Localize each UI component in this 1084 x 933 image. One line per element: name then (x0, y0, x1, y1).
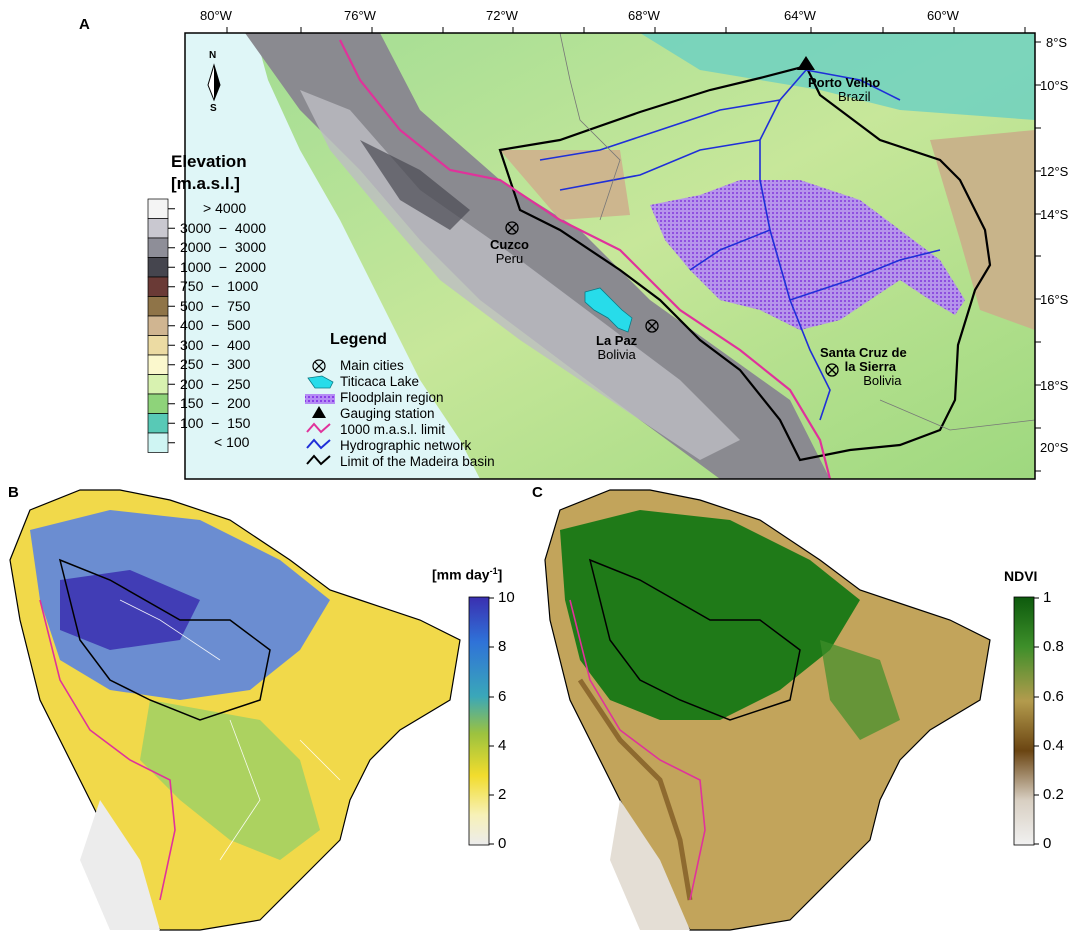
precip-tick: 0 (498, 835, 507, 852)
elevation-class-label: 500 − 750 (180, 297, 251, 314)
city-marker-santa-cruz (825, 363, 839, 377)
ndvi-tick: 0.6 (1043, 688, 1064, 705)
elevation-swatch (147, 374, 169, 395)
andes-mountains (245, 33, 830, 479)
elevation-class-label: 250 − 300 (180, 356, 251, 372)
gauging-station-marker (797, 56, 815, 70)
legend-item: Titicaca Lake (340, 374, 420, 389)
lon-tick: 68°W (628, 8, 660, 23)
elevation-class-label: 100 − 150 (180, 414, 251, 431)
ndvi-amazon-forest (560, 510, 860, 720)
pacific-ocean (185, 33, 480, 479)
elevation-class-label: 1000 − 2000 (180, 258, 267, 275)
city-marker-la-paz (645, 319, 659, 333)
elevation-legend-colorbar (147, 198, 175, 453)
lon-tick: 60°W (927, 8, 959, 23)
elevation-class-label: 750 − 1000 (180, 278, 259, 294)
floodplain-region (650, 180, 965, 330)
foothill-region (500, 150, 630, 220)
hydrographic-network (539, 69, 941, 421)
lat-tick: 16°S (1040, 292, 1069, 307)
city-label-cuzco: Cuzco Peru (490, 237, 529, 266)
panel-label-b: B (8, 484, 19, 501)
elevation-unit: [m.a.s.l.] (171, 174, 240, 193)
elevation-swatch (147, 257, 169, 278)
legend-item: Main cities (340, 358, 404, 373)
legend-item: Hydrographic network (340, 438, 472, 453)
panel-b-map (9, 489, 461, 931)
ndvi-tick: 0.8 (1043, 638, 1064, 655)
north-label: N (209, 50, 217, 61)
lat-tick: 12°S (1040, 164, 1069, 179)
panel-label-c: C (532, 484, 543, 501)
elevation-class-label: 400 − 500 (180, 317, 251, 333)
elevation-swatch (147, 335, 169, 356)
ndvi-colorbar-title: NDVI (1004, 568, 1038, 584)
lat-tick: 10°S (1040, 78, 1069, 93)
elevation-class-label: 150 − 200 (180, 395, 251, 411)
elevation-swatch (147, 296, 169, 317)
lat-tick: 18°S (1040, 378, 1069, 393)
elevation-class-label: > 4000 (203, 200, 247, 216)
legend-item: Gauging station (340, 406, 435, 421)
precip-tick: 10 (498, 589, 515, 606)
madeira-basin-limit-c (588, 558, 801, 721)
ndvi-tick: 0 (1043, 835, 1052, 852)
elevation-class-label: 300 − 400 (180, 336, 251, 353)
lon-tick: 64°W (784, 8, 816, 23)
city-label-la-paz: La Paz Bolivia (596, 333, 638, 362)
panel-a-map (184, 27, 1041, 480)
elevation-swatch (147, 413, 169, 434)
legend-item: 1000 m.a.s.l. limit (340, 422, 446, 437)
elevation-swatch (147, 432, 169, 453)
legend-icons (305, 359, 335, 466)
city-marker-cuzco (505, 221, 519, 235)
elevation-class-label: 2000 − 3000 (180, 239, 267, 255)
madeira-basin-limit (498, 64, 992, 462)
lat-tick: 8°S (1046, 35, 1068, 50)
precip-tick: 4 (498, 737, 507, 754)
legend-item: Floodplain region (340, 390, 444, 405)
ndvi-tick: 0.2 (1043, 786, 1064, 803)
elevation-swatch (147, 198, 169, 219)
lon-tick: 72°W (486, 8, 518, 23)
elevation-swatch (147, 315, 169, 336)
precip-tick: 2 (498, 786, 507, 803)
precip-colorbar-title: [mm day-1] (432, 566, 503, 583)
panel-label-a: A (79, 16, 90, 33)
elevation-swatch (147, 276, 169, 297)
legend-item: Limit of the Madeira basin (340, 454, 495, 469)
legend-title: Legend (330, 331, 387, 348)
elevation-swatch (147, 237, 169, 258)
elevation-1000m-limit (339, 39, 832, 480)
north-arrow-icon (207, 63, 221, 102)
titicaca-lake (584, 287, 633, 333)
elevation-class-label: 3000 − 4000 (180, 219, 267, 236)
elevation-class-label: < 100 (214, 434, 250, 450)
elevation-swatch (147, 218, 169, 239)
elevation-swatch (147, 354, 169, 375)
elevation-class-label: 200 − 250 (180, 375, 251, 392)
lat-tick: 14°S (1040, 207, 1069, 222)
precip-tick: 6 (498, 688, 507, 705)
precip-colorbar (468, 596, 490, 846)
lat-tick: 20°S (1040, 440, 1069, 455)
south-label: S (210, 103, 217, 114)
lon-tick: 80°W (200, 8, 232, 23)
city-label-porto-velho: Porto Velho Brazil (808, 75, 881, 104)
ndvi-tick: 0.4 (1043, 737, 1064, 754)
lon-tick: 76°W (344, 8, 376, 23)
elevation-title: Elevation (171, 152, 247, 171)
ndvi-tick: 1 (1043, 589, 1052, 606)
ndvi-colorbar (1013, 596, 1035, 846)
elevation-swatch (147, 393, 169, 414)
panel-c-map (544, 489, 991, 931)
precip-tick: 8 (498, 638, 507, 655)
brazilian-shield-high (930, 130, 1035, 330)
madeira-basin-limit-b (58, 558, 271, 721)
city-label-santa-cruz: Santa Cruz de la Sierra Bolivia (820, 345, 907, 388)
